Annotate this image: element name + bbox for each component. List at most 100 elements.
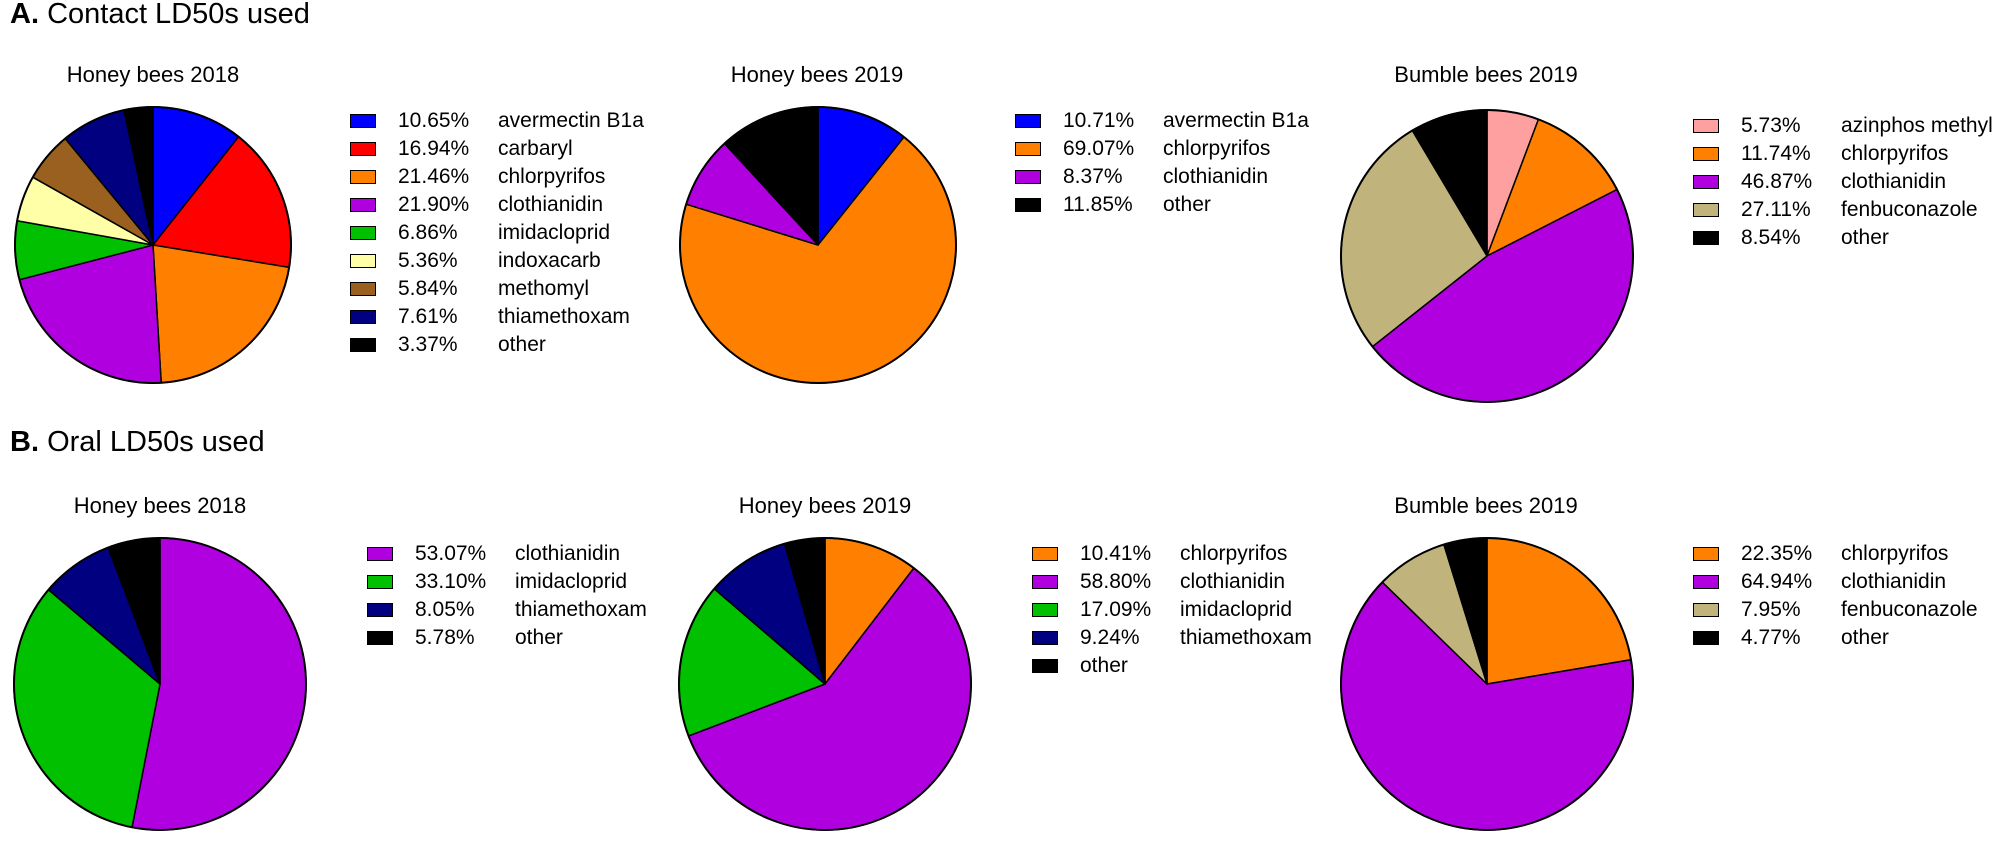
legend-percent: 22.35% bbox=[1741, 542, 1813, 565]
legend-item: 3.37% other bbox=[350, 331, 644, 359]
legend-oral-bumble-2019: 22.35% chlorpyrifos 64.94% clothianidin 7.95… bbox=[1693, 540, 1978, 652]
pie-slice-clothianidin bbox=[18, 244, 162, 384]
legend-item: 10.41% chlorpyrifos bbox=[1032, 540, 1312, 568]
legend-percent: 21.90% bbox=[398, 193, 470, 216]
legend-item: 10.71% avermectin B1a bbox=[1015, 107, 1309, 135]
legend-percent: 4.77% bbox=[1741, 626, 1801, 649]
legend-label: chlorpyrifos bbox=[1841, 142, 1949, 165]
legend-item: 7.61% thiamethoxam bbox=[350, 303, 644, 331]
chart-title: Honey bees 2019 bbox=[738, 493, 912, 518]
legend-swatch bbox=[350, 198, 376, 212]
pie-slice-other bbox=[107, 537, 161, 685]
pie-slice-indoxacarb bbox=[16, 176, 154, 246]
legend-item: 17.09% imidacloprid bbox=[1032, 596, 1312, 624]
legend-label: other bbox=[1841, 226, 1889, 249]
legend-item: 8.05% thiamethoxam bbox=[367, 596, 647, 624]
legend-item: 46.87% clothianidin bbox=[1693, 168, 1993, 196]
pie-slice-other bbox=[1443, 537, 1488, 685]
legend-label: imidacloprid bbox=[1180, 598, 1293, 621]
legend-item: 11.74% chlorpyrifos bbox=[1693, 140, 1993, 168]
legend-swatch bbox=[1693, 547, 1719, 561]
pie-slice-avermectin-b1a bbox=[152, 106, 240, 246]
legend-percent: 5.36% bbox=[398, 249, 458, 272]
legend-item: 5.78% other bbox=[367, 624, 647, 652]
legend-item: 27.11% fenbuconazole bbox=[1693, 196, 1993, 224]
pie-slice-other bbox=[1411, 109, 1488, 257]
legend-percent: 10.41% bbox=[1080, 542, 1152, 565]
legend-percent: 5.73% bbox=[1741, 114, 1801, 137]
legend-item: 9.24% thiamethoxam bbox=[1032, 624, 1312, 652]
pie-outline bbox=[1340, 109, 1634, 403]
legend-swatch bbox=[367, 575, 393, 589]
pie-slice-methomyl bbox=[32, 137, 154, 246]
legend-percent: 10.65% bbox=[398, 109, 470, 132]
legend-swatch bbox=[367, 547, 393, 561]
legend-item: 5.73% azinphos methyl bbox=[1693, 112, 1993, 140]
pie-slice-clothianidin bbox=[1371, 188, 1634, 403]
legend-swatch bbox=[350, 226, 376, 240]
legend-label: clothianidin bbox=[1163, 165, 1269, 188]
pie-slice-chlorpyrifos bbox=[1486, 537, 1632, 685]
legend-percent: 8.37% bbox=[1063, 165, 1123, 188]
legend-label: imidacloprid bbox=[515, 570, 628, 593]
legend-label: other bbox=[498, 333, 546, 356]
legend-item: 64.94% clothianidin bbox=[1693, 568, 1978, 596]
legend-swatch bbox=[1032, 547, 1058, 561]
section-b-title: B. Oral LD50s used bbox=[10, 426, 265, 458]
pie-slice-chlorpyrifos bbox=[1486, 118, 1618, 257]
legend-label: chlorpyrifos bbox=[1163, 137, 1271, 160]
legend-item: 58.80% clothianidin bbox=[1032, 568, 1312, 596]
pie-outline bbox=[1340, 537, 1634, 831]
legend-label: carbaryl bbox=[498, 137, 573, 160]
legend-item: 22.35% chlorpyrifos bbox=[1693, 540, 1978, 568]
chart-title: Bumble bees 2019 bbox=[1394, 62, 1578, 87]
legend-label: other bbox=[1841, 626, 1889, 649]
legend-swatch bbox=[1015, 198, 1041, 212]
legend-label: chlorpyrifos bbox=[1180, 542, 1288, 565]
pie-outline bbox=[678, 537, 972, 831]
legend-percent: 64.94% bbox=[1741, 570, 1813, 593]
legend-item: 8.54% other bbox=[1693, 224, 1993, 252]
legend-swatch bbox=[1032, 631, 1058, 645]
legend-swatch bbox=[350, 142, 376, 156]
legend-swatch bbox=[350, 254, 376, 268]
legend-contact-honey-2018: 10.65% avermectin B1a 16.94% carbaryl 21.46%… bbox=[350, 107, 644, 359]
legend-item: 21.90% clothianidin bbox=[350, 191, 644, 219]
legend-label: avermectin B1a bbox=[498, 109, 644, 132]
legend-label: clothianidin bbox=[1841, 170, 1947, 193]
pie-slice-carbaryl bbox=[152, 136, 292, 269]
legend-percent: 3.37% bbox=[398, 333, 458, 356]
pie-slice-thiamethoxam bbox=[64, 109, 154, 246]
legend-percent: 58.80% bbox=[1080, 570, 1152, 593]
legend-percent: 7.61% bbox=[398, 305, 458, 328]
legend-item: 33.10% imidacloprid bbox=[367, 568, 647, 596]
legend-percent: 16.94% bbox=[398, 137, 470, 160]
pie-slice-thiamethoxam bbox=[47, 546, 161, 685]
legend-percent: 11.74% bbox=[1741, 142, 1811, 165]
legend-item: 7.95% fenbuconazole bbox=[1693, 596, 1978, 624]
legend-item: 8.37% clothianidin bbox=[1015, 163, 1309, 191]
legend-swatch bbox=[1032, 603, 1058, 617]
pie-slice-imidacloprid bbox=[13, 588, 161, 829]
pie-slice-clothianidin bbox=[685, 142, 819, 246]
pie-slice-chlorpyrifos bbox=[824, 537, 915, 685]
legend-label: methomyl bbox=[498, 277, 590, 300]
legend-percent: 8.05% bbox=[415, 598, 475, 621]
legend-swatch bbox=[1032, 659, 1058, 673]
legend-percent: 27.11% bbox=[1741, 198, 1811, 221]
legend-label: clothianidin bbox=[1180, 570, 1286, 593]
legend-swatch bbox=[350, 310, 376, 324]
pie-slice-other bbox=[123, 106, 154, 246]
legend-label: indoxacarb bbox=[498, 249, 601, 272]
legend-item: 4.77% other bbox=[1693, 624, 1978, 652]
legend-contact-honey-2019: 10.71% avermectin B1a 69.07% chlorpyrifos 8.… bbox=[1015, 107, 1309, 219]
legend-swatch bbox=[1693, 603, 1719, 617]
legend-label: thiamethoxam bbox=[515, 598, 647, 621]
legend-item: 16.94% carbaryl bbox=[350, 135, 644, 163]
legend-percent: 6.86% bbox=[398, 221, 458, 244]
legend-label: other bbox=[515, 626, 563, 649]
legend-label: other bbox=[1163, 193, 1211, 216]
legend-oral-honey-2019: 10.41% chlorpyrifos 58.80% clothianidin 17.0… bbox=[1032, 540, 1312, 680]
legend-percent: 17.09% bbox=[1080, 598, 1152, 621]
pie-outline bbox=[13, 537, 307, 831]
